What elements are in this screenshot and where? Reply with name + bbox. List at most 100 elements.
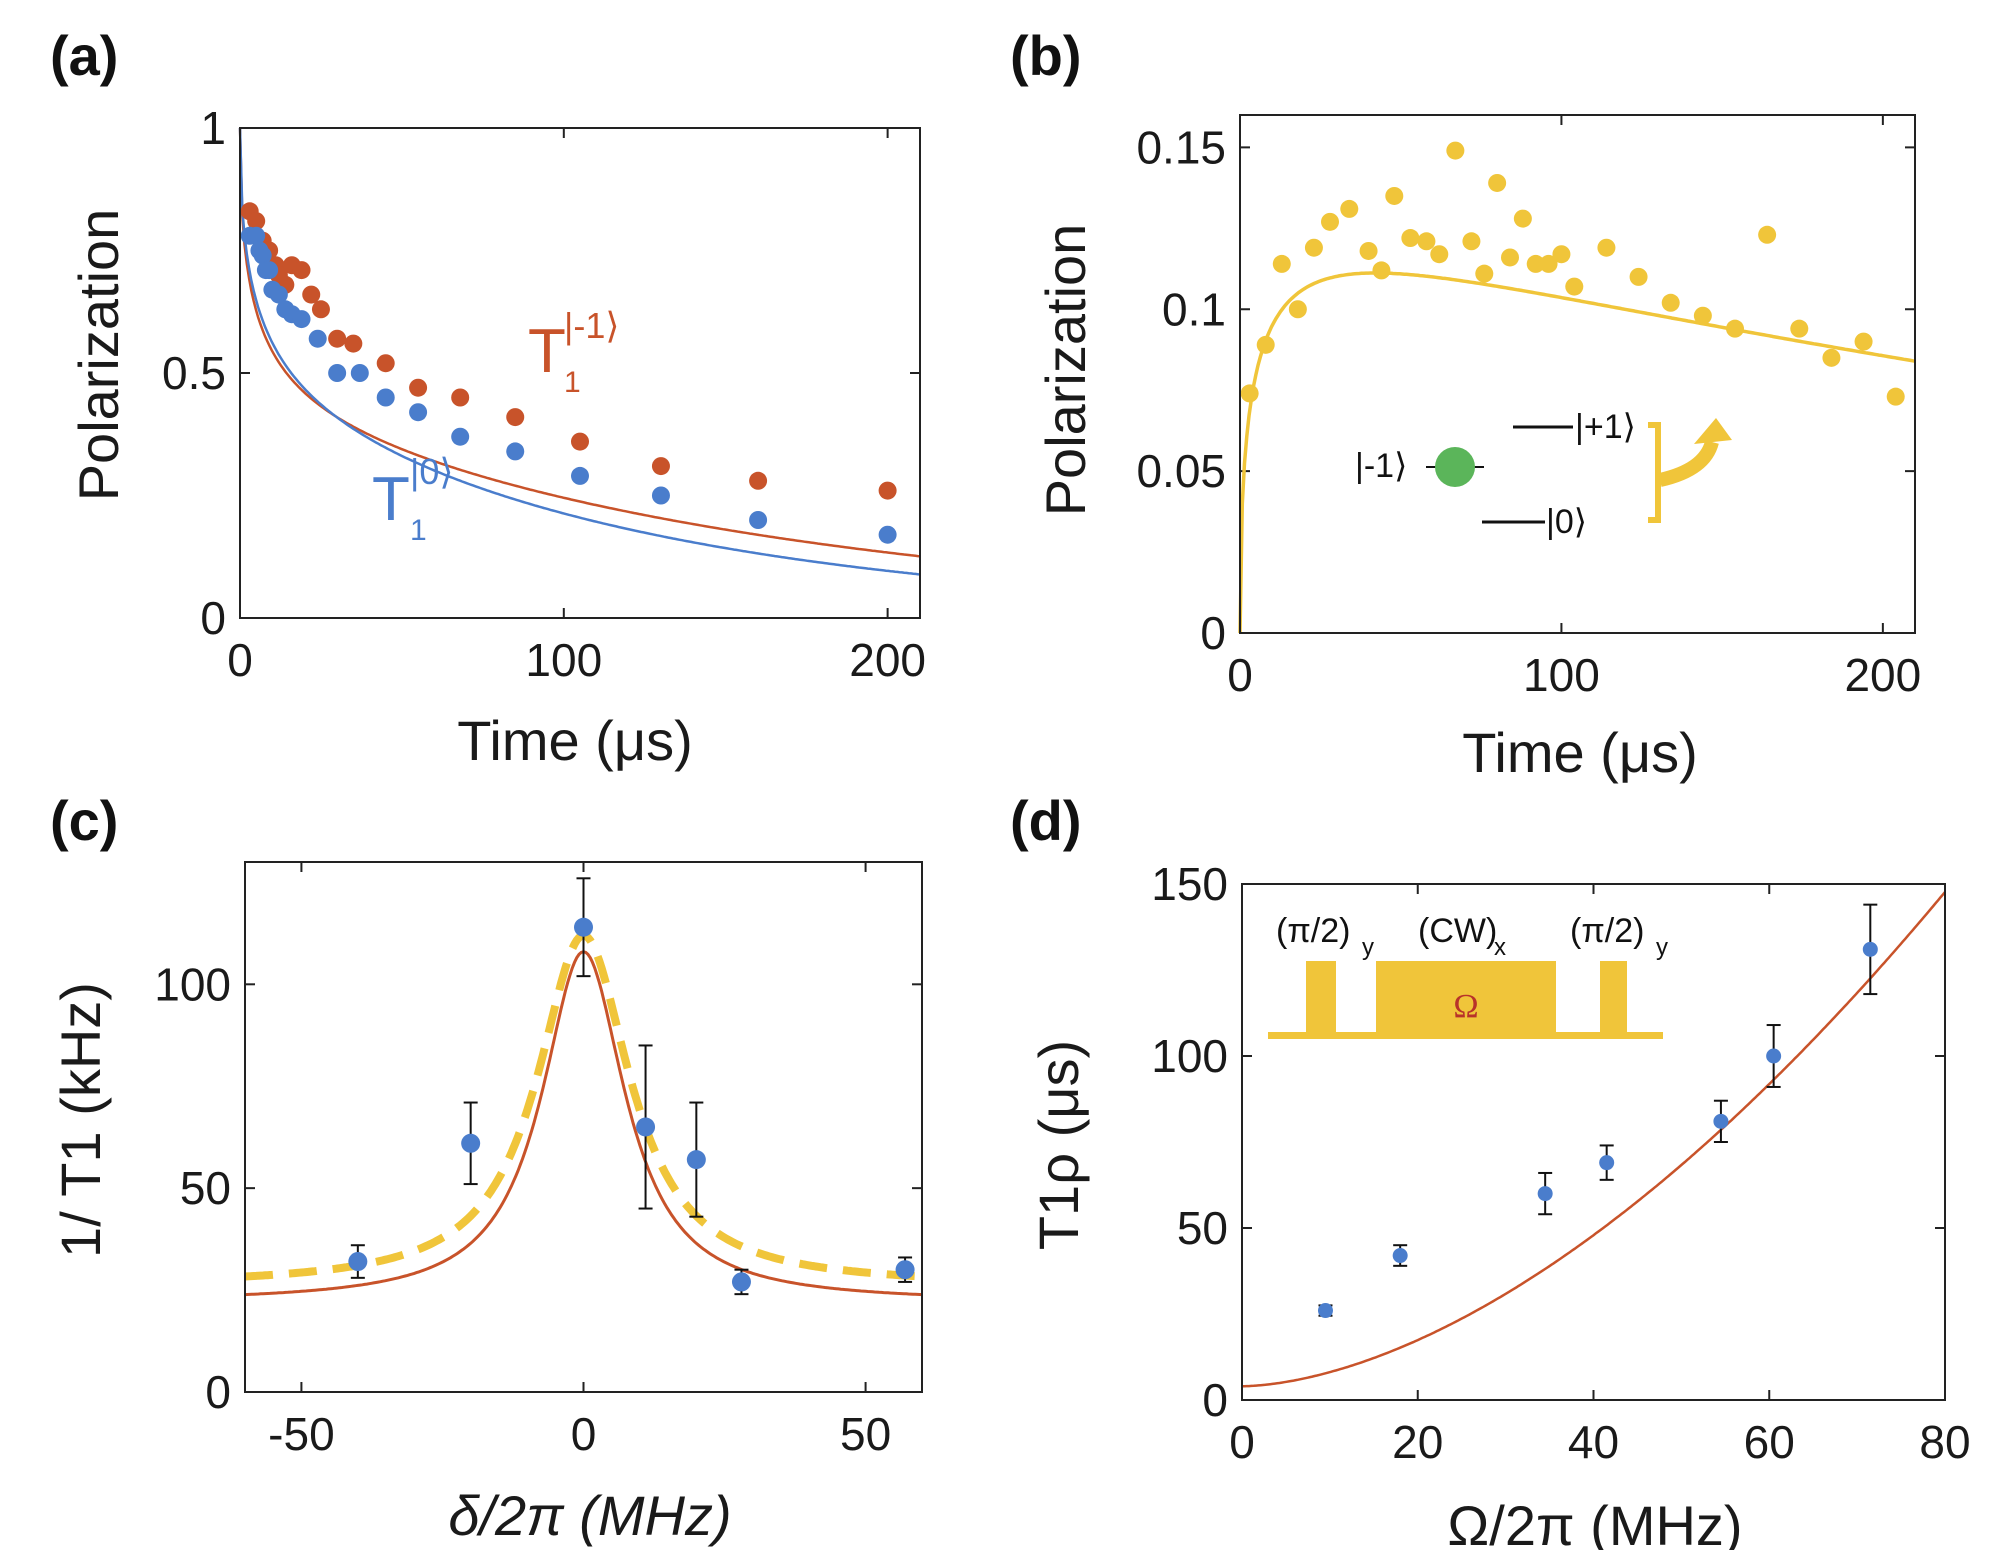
y-tick-label: 0 bbox=[205, 1366, 231, 1418]
data-point bbox=[636, 1117, 656, 1137]
pulse-pi-half-2 bbox=[1600, 961, 1627, 1036]
x-tick-label: 200 bbox=[1844, 649, 1921, 701]
fit-line bbox=[1242, 891, 1946, 1388]
pulse-label-cw: (CW) bbox=[1418, 912, 1497, 950]
panel-d-frame bbox=[1241, 883, 1946, 1401]
data-point bbox=[1599, 1155, 1615, 1171]
y-tick-label: 0.05 bbox=[1136, 445, 1226, 497]
y-tick-label: 0 bbox=[200, 592, 226, 644]
data-point bbox=[1526, 254, 1545, 273]
data-point bbox=[1417, 232, 1436, 251]
data-point bbox=[571, 432, 589, 451]
pulse-pi-half-1 bbox=[1306, 961, 1336, 1036]
data-point bbox=[350, 364, 369, 382]
y-tick-label: 0 bbox=[1202, 1374, 1228, 1426]
data-point bbox=[269, 285, 288, 304]
data-point bbox=[749, 471, 768, 490]
data-point bbox=[1401, 229, 1420, 248]
panel-d-ylabel: T1ρ (μs) bbox=[1027, 1040, 1090, 1250]
data-point bbox=[1661, 293, 1680, 312]
data-point bbox=[1359, 241, 1378, 260]
data-point bbox=[731, 1272, 751, 1292]
annotation-t1-minus1-main: T bbox=[528, 317, 566, 386]
panel-b-label: (b) bbox=[1010, 24, 1082, 87]
data-point bbox=[1713, 1113, 1729, 1129]
data-point bbox=[651, 457, 670, 476]
annotation-t1-zero-sup: |0⟩ bbox=[410, 451, 453, 492]
panel-a-fits bbox=[238, 127, 921, 576]
panel-b-fits bbox=[1238, 271, 1916, 634]
data-point bbox=[247, 212, 266, 231]
data-point bbox=[1321, 212, 1339, 231]
annotation-t1-zero: T 1 |0⟩ bbox=[372, 451, 453, 547]
data-point bbox=[1766, 1048, 1782, 1064]
data-point bbox=[506, 408, 525, 427]
data-point bbox=[1340, 199, 1359, 218]
y-tick-label: 0.1 bbox=[1162, 283, 1226, 335]
inset-arrow-shaft bbox=[1658, 439, 1719, 487]
y-tick-label: 100 bbox=[154, 958, 231, 1010]
y-tick-label: 1 bbox=[200, 102, 226, 154]
panel-a-ticks: 0 100 200 0 0.5 1 bbox=[162, 102, 926, 686]
panel-c-xlabel: δ/2π (MHz) bbox=[448, 1484, 731, 1547]
data-point bbox=[1822, 348, 1841, 367]
panel-a: (a) Polarization Time (μs) 0 100 20000.51 … bbox=[50, 24, 926, 772]
data-point bbox=[1886, 387, 1905, 406]
data-point bbox=[574, 917, 593, 937]
data-point bbox=[506, 442, 525, 461]
data-point bbox=[1385, 186, 1404, 205]
panel-c-ylabel-text: 1/ T1 (kHz) bbox=[49, 982, 112, 1258]
x-tick-label: 80 bbox=[1919, 1416, 1970, 1468]
inset-bracket bbox=[1648, 422, 1661, 523]
data-point bbox=[1693, 306, 1712, 325]
fit-line bbox=[238, 127, 921, 558]
pulse-label-2-sub: y bbox=[1656, 934, 1668, 961]
panel-b: (b) Polarization Time (μs) 0 100 20000.050… bbox=[1010, 24, 1921, 784]
panel-a-xlabel: Time (μs) bbox=[457, 709, 692, 772]
annotation-t1-zero-main: T bbox=[372, 465, 410, 534]
panel-a-frame bbox=[239, 127, 921, 619]
data-point bbox=[376, 388, 395, 407]
y-tick-label: 150 bbox=[1151, 858, 1228, 910]
panel-c-points bbox=[348, 877, 915, 1296]
y-tick-label: 50 bbox=[1177, 1202, 1228, 1254]
fit-line bbox=[238, 127, 921, 576]
data-point bbox=[1539, 254, 1558, 273]
panel-d-label: (d) bbox=[1010, 789, 1082, 852]
panel-b-points bbox=[1240, 141, 1905, 406]
data-point bbox=[344, 334, 363, 353]
panel-c-frame bbox=[244, 861, 923, 1393]
level-diagram-inset: |-1⟩ |+1⟩ |0⟩ bbox=[1355, 408, 1732, 541]
x-tick-label: 0 bbox=[1229, 1416, 1255, 1468]
data-point bbox=[1758, 225, 1777, 244]
panel-d-points bbox=[1317, 903, 1878, 1319]
pulse-sequence-inset: (π/2) y (CW) x (π/2) y Ω bbox=[1268, 912, 1668, 1039]
data-point bbox=[1256, 335, 1275, 354]
inset-state-minus1: |-1⟩ bbox=[1355, 447, 1407, 485]
pulse-label-1: (π/2) bbox=[1276, 912, 1350, 950]
data-point bbox=[895, 1260, 915, 1280]
data-point bbox=[348, 1252, 368, 1272]
x-tick-label: 60 bbox=[1744, 1416, 1795, 1468]
x-tick-label: 0 bbox=[227, 634, 253, 686]
data-point bbox=[1862, 941, 1878, 957]
data-point bbox=[292, 261, 311, 280]
data-point bbox=[686, 1150, 706, 1170]
data-point bbox=[1240, 384, 1259, 403]
pulse-label-2: (π/2) bbox=[1570, 912, 1644, 950]
data-point bbox=[571, 466, 589, 485]
pulse-label-cw-sub: x bbox=[1494, 934, 1506, 961]
data-point bbox=[1629, 267, 1648, 286]
fit-line-dashed bbox=[244, 931, 923, 1281]
panel-c-fits bbox=[244, 931, 923, 1297]
panel-c: (c) 1/ T1 (kHz) δ/2π (MHz) -50 0 50 0 50 100 bbox=[49, 789, 923, 1547]
pulse-omega-label: Ω bbox=[1453, 988, 1478, 1025]
x-tick-label: 0 bbox=[571, 1408, 597, 1460]
data-point bbox=[1790, 319, 1809, 338]
data-point bbox=[1488, 173, 1507, 192]
y-tick-label: 100 bbox=[1151, 1030, 1228, 1082]
panel-c-ylabel: 1/ T1 (kHz) bbox=[49, 982, 112, 1258]
data-point bbox=[1552, 245, 1571, 264]
pulse-cw bbox=[1376, 961, 1556, 1036]
